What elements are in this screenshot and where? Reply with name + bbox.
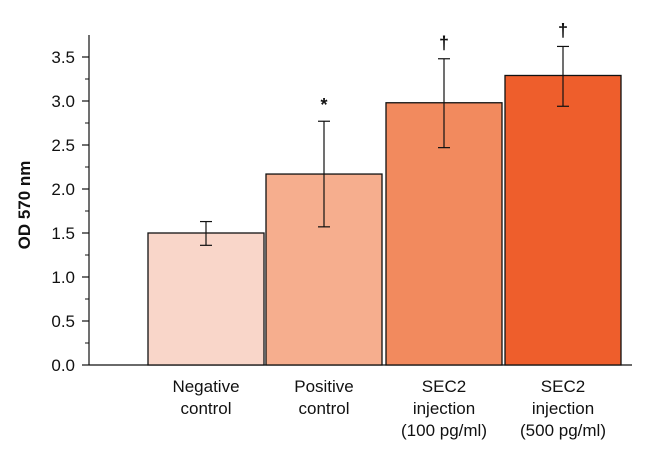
category-label: injection [532, 399, 594, 418]
category-label: SEC2 [541, 377, 585, 396]
y-tick-label: 2.5 [51, 136, 75, 155]
category-label: (500 pg/ml) [520, 421, 606, 440]
significance-mark: † [558, 20, 568, 40]
y-tick-label: 1.0 [51, 268, 75, 287]
significance-mark: * [320, 95, 327, 115]
y-tick-label: 0.5 [51, 312, 75, 331]
bar [504, 74, 622, 366]
category-label: injection [413, 399, 475, 418]
bars [147, 74, 622, 366]
bar [385, 102, 503, 366]
y-tick-label: 1.5 [51, 224, 75, 243]
y-tick-label: 3.5 [51, 48, 75, 67]
category-label: control [180, 399, 231, 418]
significance-marks: * † † [320, 20, 568, 115]
error-bars [200, 45, 569, 246]
category-label: Negative [172, 377, 239, 396]
y-axis-label: OD 570 nm [15, 161, 34, 250]
category-label: SEC2 [422, 377, 466, 396]
bar [147, 232, 265, 366]
y-tick-label: 3.0 [51, 92, 75, 111]
category-labels: Negative control Positive control SEC2 inject… [172, 377, 606, 440]
category-label: control [298, 399, 349, 418]
significance-mark: † [439, 33, 449, 53]
category-label: Positive [294, 377, 354, 396]
category-label: (100 pg/ml) [401, 421, 487, 440]
y-tick-label: 0.0 [51, 356, 75, 375]
y-tick-label: 2.0 [51, 180, 75, 199]
